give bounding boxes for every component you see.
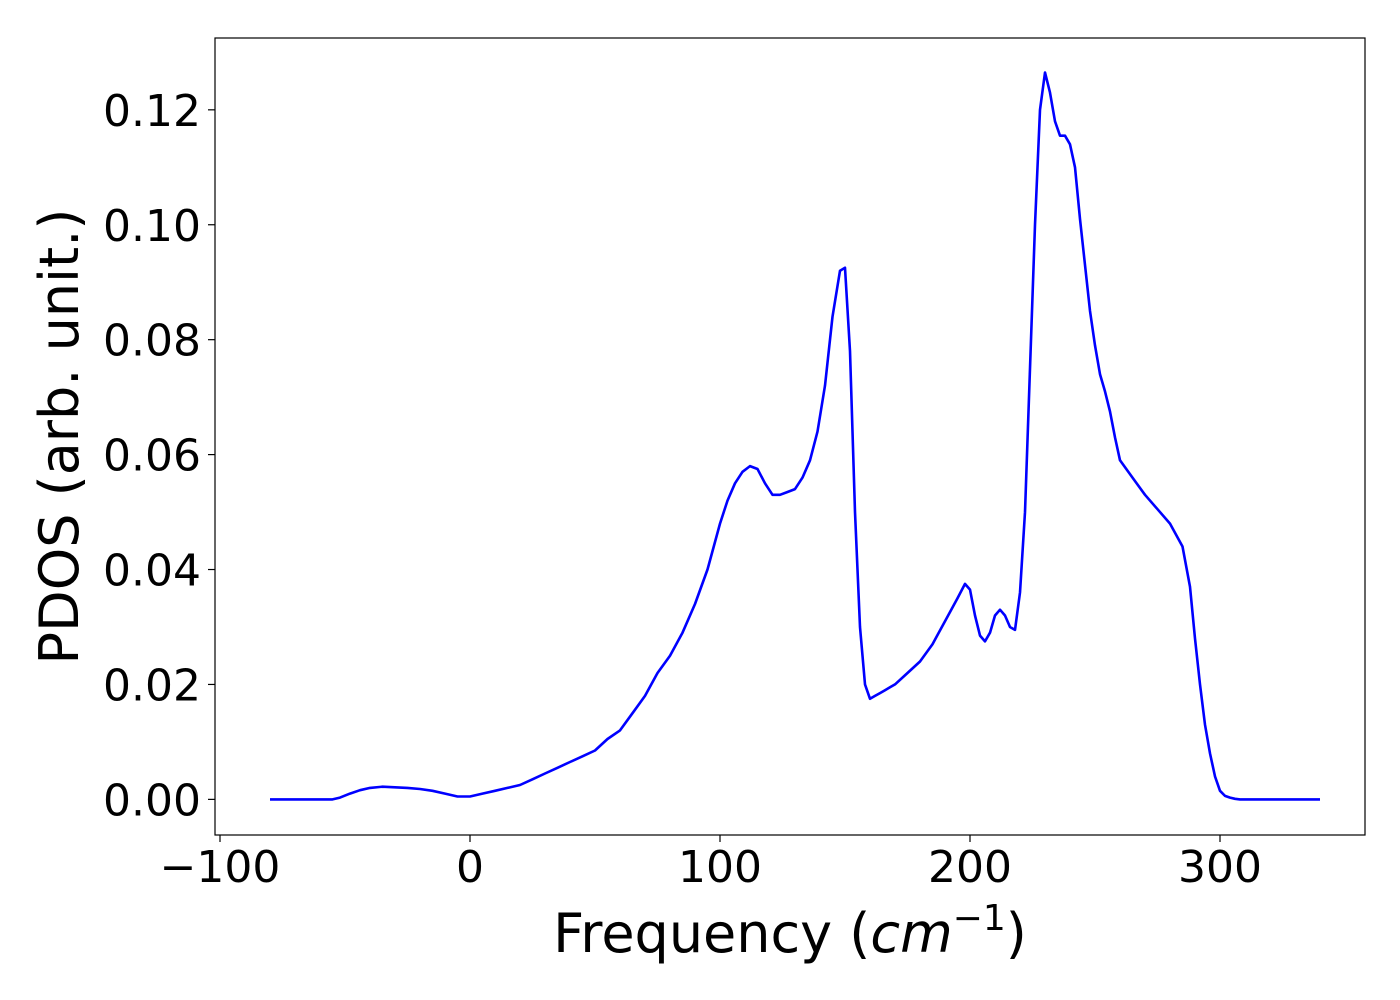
x-tick-label: 200 <box>928 842 1012 893</box>
x-axis-unit-base: cm <box>870 902 952 965</box>
y-tick-label: 0.08 <box>103 316 201 367</box>
y-tick-label: 0.10 <box>103 201 201 252</box>
plot-frame <box>214 37 1366 836</box>
y-axis-label: PDOS (arb. unit.) <box>28 209 91 665</box>
x-tick-label: 300 <box>1178 842 1262 893</box>
pdos-line-series-0 <box>270 71 1320 801</box>
x-axis-label-text: Frequency <box>553 902 832 965</box>
series-layer <box>270 71 1320 801</box>
x-axis-unit-exponent: −1 <box>953 898 1006 939</box>
y-axis-ticks: 0.00 0.02 0.04 0.06 0.08 0.10 0.12 <box>103 86 215 826</box>
x-axis-label: Frequency (cm−1) <box>553 898 1027 965</box>
y-tick-label: 0.06 <box>103 431 201 482</box>
x-tick-label: −100 <box>160 842 281 893</box>
y-tick-label: 0.02 <box>103 660 201 711</box>
y-tick-label: 0.00 <box>103 775 201 826</box>
y-tick-label: 0.04 <box>103 546 201 597</box>
x-tick-label: 0 <box>456 842 484 893</box>
x-axis-ticks: −100 0 100 200 300 <box>160 835 1262 893</box>
y-tick-label: 0.12 <box>103 86 201 137</box>
x-tick-label: 100 <box>678 842 762 893</box>
